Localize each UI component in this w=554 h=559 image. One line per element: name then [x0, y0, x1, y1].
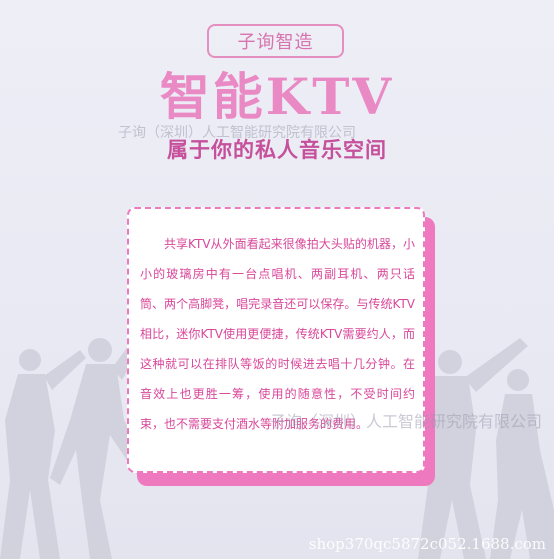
description-text: 共享KTV从外面看起来很像拍大头贴的机器，小小的玻璃房中有一台点唱机、两副耳机、… [140, 237, 415, 431]
description-card: 共享KTV从外面看起来很像拍大头贴的机器，小小的玻璃房中有一台点唱机、两副耳机、… [127, 207, 425, 473]
page-title: 智能KTV [159, 67, 395, 126]
dancer-silhouettes [0, 330, 554, 559]
watermark-top: 子询（深圳）人工智能研究院有限公司 [118, 125, 356, 141]
page-subtitle: 属于你的私人音乐空间 [167, 138, 387, 162]
shop-url: shop370qc5872c052.1688.com [308, 535, 546, 553]
brand-badge: 子询智造 [207, 24, 344, 58]
watermark-middle: 子询（深圳）人工智能研究院有限公司 [270, 412, 543, 431]
